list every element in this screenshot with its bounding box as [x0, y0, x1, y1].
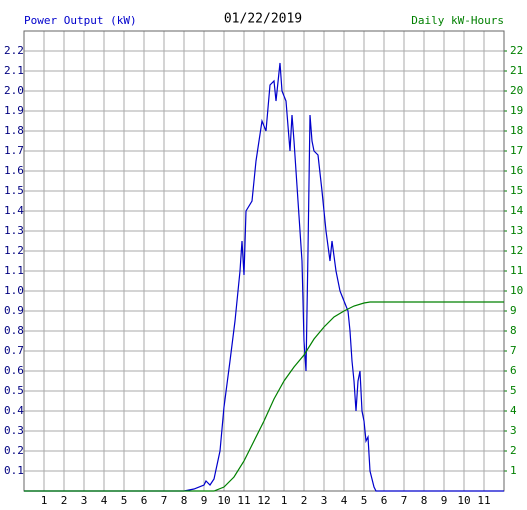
y-tick-label: 1.4 [4, 204, 24, 217]
x-tick-label: 12 [257, 494, 270, 507]
y2-tick-label: 3 [510, 424, 517, 437]
y-tick-label: 1.2 [4, 244, 24, 257]
y-tick-label: 0.7 [4, 344, 24, 357]
y-tick-label: 0.6 [4, 364, 24, 377]
data-line [24, 62, 504, 492]
y2-tick-label: 10 [510, 284, 523, 297]
x-tick-label: 4 [101, 494, 108, 507]
y2-tick-label: 6 [510, 364, 517, 377]
x-tick-label: 9 [441, 494, 448, 507]
y-tick-label: 1.8 [4, 124, 24, 137]
y-tick-label: 2.2 [4, 44, 24, 57]
plot-border [23, 30, 505, 492]
y-tick-label: 1.0 [4, 284, 24, 297]
y2-tick-label: 21 [510, 64, 523, 77]
y2-tick-label: 16 [510, 164, 523, 177]
y2-tick-label: 2 [510, 444, 517, 457]
x-tick-label: 7 [401, 494, 408, 507]
x-tick-label: 10 [457, 494, 470, 507]
y2-tick-label: 4 [510, 404, 517, 417]
x-tick-label: 11 [477, 494, 490, 507]
x-tick-label: 6 [141, 494, 148, 507]
y2-tick-label: 7 [510, 344, 517, 357]
y-tick-label: 1.6 [4, 164, 24, 177]
y-tick-label: 1.9 [4, 104, 24, 117]
y2-tick-label: 1 [510, 464, 517, 477]
y2-tick-label: 9 [510, 304, 517, 317]
x-tick-label: 10 [217, 494, 230, 507]
y2-tick-label: 11 [510, 264, 523, 277]
x-tick-label: 8 [181, 494, 188, 507]
chart-title: 01/22/2019 [224, 12, 302, 27]
y2-tick-label: 15 [510, 184, 523, 197]
y-tick-label: 0.3 [4, 424, 24, 437]
y-axis-label: Power Output (kW) [24, 14, 137, 27]
y-tick-label: 0.8 [4, 324, 24, 337]
x-tick-label: 9 [201, 494, 208, 507]
y2-tick-label: 14 [510, 204, 524, 217]
y-tick-label: 0.1 [4, 464, 24, 477]
x-tick-label: 1 [281, 494, 288, 507]
x-tick-label: 4 [341, 494, 348, 507]
y2-axis-label: Daily kW-Hours [411, 14, 504, 27]
y-tick-label: 2.0 [4, 84, 24, 97]
y-tick-label: 0.5 [4, 384, 24, 397]
x-tick-label: 8 [421, 494, 428, 507]
y2-tick-label: 18 [510, 124, 523, 137]
y2-tick-label: 17 [510, 144, 523, 157]
x-tick-label: 2 [61, 494, 68, 507]
y2-tick-label: 19 [510, 104, 523, 117]
y-tick-label: 1.1 [4, 264, 24, 277]
x-tick-label: 5 [121, 494, 128, 507]
x-tick-label: 3 [321, 494, 328, 507]
y-tick-label: 0.4 [4, 404, 24, 417]
x-tick-label: 2 [301, 494, 308, 507]
x-tick-label: 5 [361, 494, 368, 507]
x-tick-label: 3 [81, 494, 88, 507]
y2-tick-label: 22 [510, 44, 523, 57]
data-line [24, 301, 504, 492]
y-tick-label: 1.7 [4, 144, 24, 157]
y2-tick-label: 20 [510, 84, 523, 97]
y-tick-label: 2.1 [4, 64, 24, 77]
y-tick-label: 0.2 [4, 444, 24, 457]
y-tick-label: 1.3 [4, 224, 24, 237]
x-tick-label: 6 [381, 494, 388, 507]
y2-tick-label: 5 [510, 384, 517, 397]
y2-tick-label: 8 [510, 324, 517, 337]
x-tick-label: 7 [161, 494, 168, 507]
x-tick-label: 11 [237, 494, 250, 507]
x-tick-label: 1 [41, 494, 48, 507]
y2-tick-label: 13 [510, 224, 523, 237]
y-tick-label: 0.9 [4, 304, 24, 317]
y-tick-label: 1.5 [4, 184, 24, 197]
y2-tick-label: 12 [510, 244, 523, 257]
